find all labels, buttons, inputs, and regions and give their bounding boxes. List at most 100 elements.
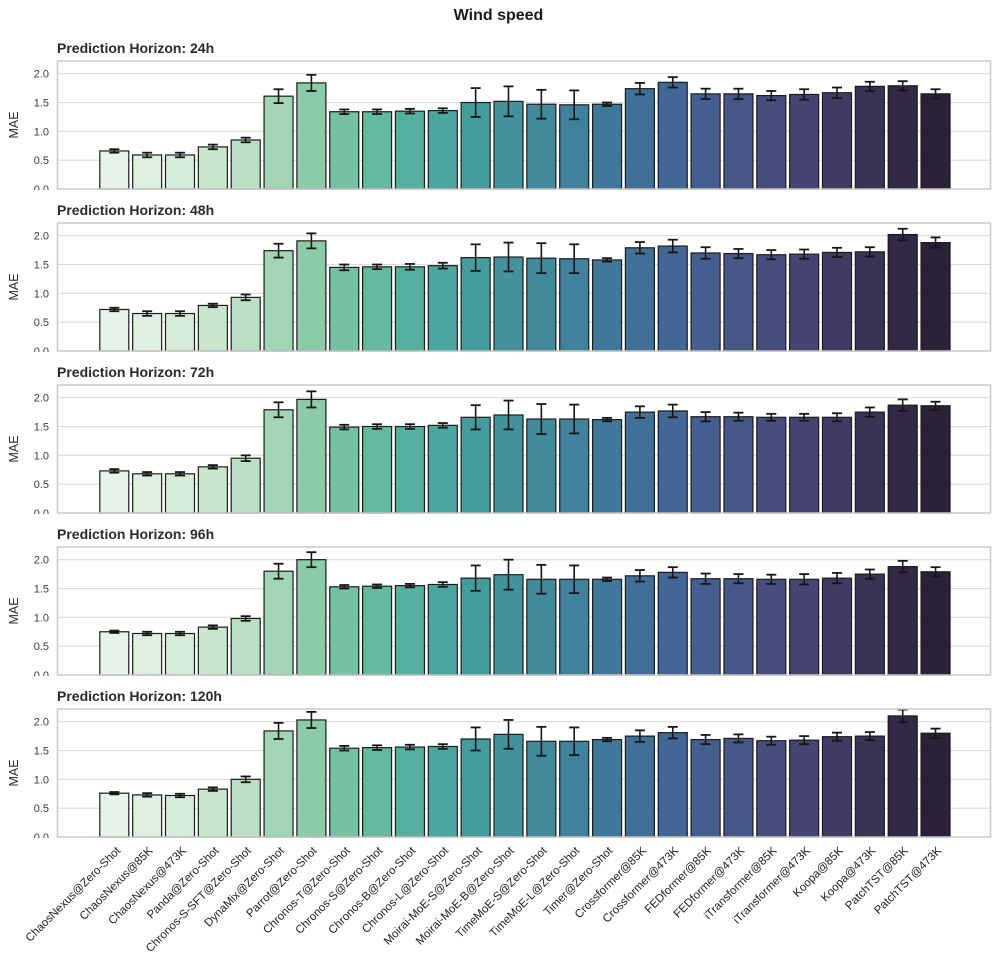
subplot-svg: 0.0 0.5 1.0 1.5 2.0 MAE xyxy=(7,60,992,190)
y-axis-label: MAE xyxy=(7,435,21,462)
bar xyxy=(657,571,688,676)
y-tick-label: 0.0 xyxy=(34,832,49,838)
bar xyxy=(132,154,163,190)
bar xyxy=(657,245,688,352)
y-tick-label: 1.0 xyxy=(34,288,49,300)
bar xyxy=(296,398,327,514)
bar xyxy=(624,735,656,838)
bar xyxy=(854,85,885,190)
bar xyxy=(197,626,228,676)
subplot-title: Prediction Horizon: 48h xyxy=(57,202,215,218)
y-tick-label: 1.0 xyxy=(34,774,49,786)
bar xyxy=(362,111,393,190)
bar xyxy=(197,466,228,514)
bar xyxy=(427,424,458,514)
y-tick-label: 1.0 xyxy=(34,450,49,462)
subplot-72h: Prediction Horizon: 72h 0.0 0.5 1.0 1.5 2.0 M… xyxy=(0,362,997,514)
y-tick-label: 0.5 xyxy=(34,155,49,167)
bar xyxy=(920,93,951,190)
bar xyxy=(329,747,360,838)
subplot-svg: 0.0 0.5 1.0 1.5 2.0 MAE xyxy=(7,546,992,676)
bar xyxy=(460,577,491,676)
y-tick-label: 1.5 xyxy=(34,746,49,758)
bar xyxy=(493,256,524,352)
bar xyxy=(756,94,787,190)
bar xyxy=(887,404,918,514)
bar xyxy=(756,254,787,352)
bar xyxy=(132,312,163,352)
bar xyxy=(164,794,196,838)
y-tick-label: 1.5 xyxy=(34,584,49,596)
bar xyxy=(789,739,820,838)
bar xyxy=(821,577,853,676)
bar xyxy=(690,93,721,190)
y-tick-label: 0.0 xyxy=(34,670,49,676)
y-axis-label: MAE xyxy=(7,111,21,138)
bar xyxy=(164,154,196,190)
bar xyxy=(559,258,590,352)
bar xyxy=(657,81,688,190)
bar xyxy=(887,566,918,676)
bar xyxy=(920,571,951,676)
subplot-svg: 0.0 0.5 1.0 1.5 2.0 MAE xyxy=(7,708,992,838)
bar xyxy=(197,146,228,190)
bar xyxy=(99,470,130,514)
bar xyxy=(427,745,458,838)
bar xyxy=(197,304,228,352)
bar xyxy=(329,111,360,190)
y-tick-label: 2.0 xyxy=(34,717,49,729)
bar xyxy=(591,259,623,352)
bar xyxy=(394,746,426,838)
bar xyxy=(723,252,754,352)
subplot-title: Prediction Horizon: 96h xyxy=(57,526,215,542)
y-tick-label: 0.5 xyxy=(34,803,49,815)
y-axis-label: MAE xyxy=(7,597,21,624)
y-tick-label: 2.0 xyxy=(34,231,49,243)
y-tick-label: 0.0 xyxy=(34,346,49,352)
bar xyxy=(591,738,623,838)
bar xyxy=(329,266,360,352)
bar xyxy=(230,457,261,514)
bar xyxy=(887,233,918,352)
bar xyxy=(132,473,163,514)
bar xyxy=(362,425,393,514)
y-axis-label: MAE xyxy=(7,273,21,300)
y-tick-label: 0.0 xyxy=(34,184,49,190)
bar xyxy=(99,631,130,676)
bar xyxy=(690,578,721,676)
bar xyxy=(591,103,623,190)
bar xyxy=(690,252,721,352)
bar xyxy=(591,578,623,676)
plot-frame xyxy=(56,708,992,838)
y-tick-label: 2.0 xyxy=(34,393,49,405)
bar xyxy=(854,251,885,352)
bar xyxy=(690,416,721,514)
plot-frame xyxy=(56,546,992,676)
bar xyxy=(132,794,163,838)
bar xyxy=(263,409,294,514)
bar xyxy=(296,240,327,352)
subplot-svg: 0.0 0.5 1.0 1.5 2.0 MAE xyxy=(7,384,992,514)
bar xyxy=(821,251,853,352)
bar xyxy=(460,416,491,514)
bar xyxy=(197,788,228,838)
plot-frame xyxy=(56,60,992,190)
bar xyxy=(887,85,918,190)
subplot-title: Prediction Horizon: 72h xyxy=(57,364,215,380)
subplot-120h: Prediction Horizon: 120h 0.0 0.5 1.0 1.5 2.0… xyxy=(0,686,997,838)
bar xyxy=(164,473,196,514)
bar xyxy=(296,719,327,838)
bar xyxy=(887,715,918,838)
bar xyxy=(591,418,623,514)
bar xyxy=(394,266,426,352)
bar xyxy=(296,82,327,190)
bar xyxy=(230,778,261,838)
subplot-48h: Prediction Horizon: 48h 0.0 0.5 1.0 1.5 2.0 M… xyxy=(0,200,997,352)
y-tick-label: 0.5 xyxy=(34,641,49,653)
bar xyxy=(854,411,885,514)
y-tick-label: 0.0 xyxy=(34,508,49,514)
bar xyxy=(427,265,458,352)
bar xyxy=(624,88,656,190)
bar xyxy=(230,296,261,352)
